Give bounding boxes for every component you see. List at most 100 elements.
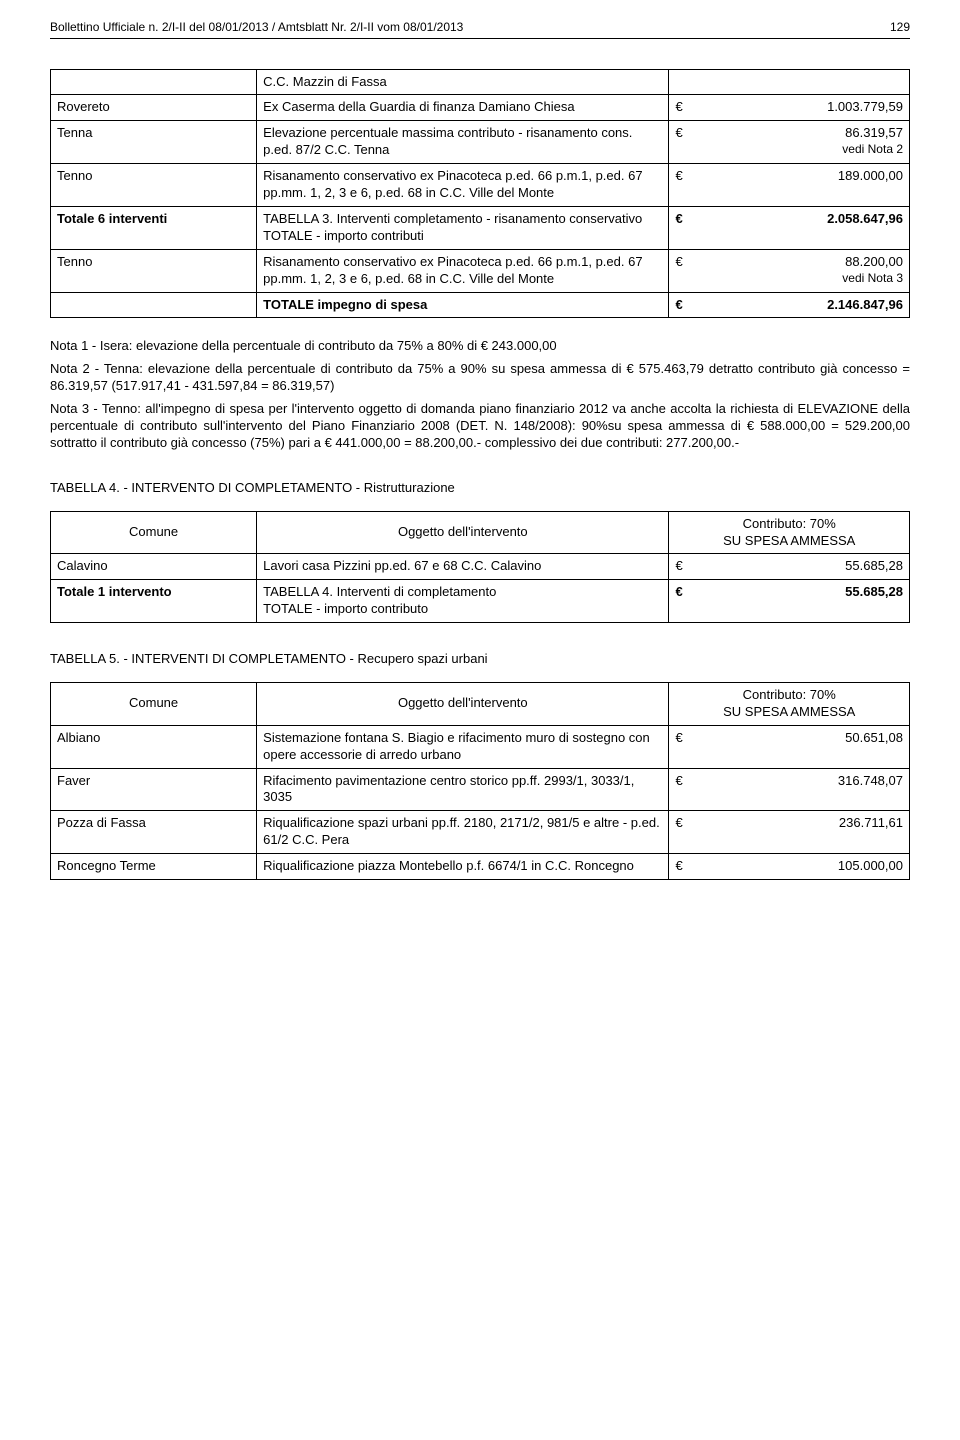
cell-amount: €55.685,28	[669, 580, 910, 623]
note-2: Nota 2 - Tenna: elevazione della percent…	[50, 361, 910, 395]
amount-value: 2.146.847,96	[827, 297, 903, 314]
cell-comune: Calavino	[51, 554, 257, 580]
amount-value: 88.200,00	[845, 254, 903, 271]
cell-comune: Rovereto	[51, 95, 257, 121]
cell-oggetto: Risanamento conservativo ex Pinacoteca p…	[257, 164, 669, 207]
amount-value: 105.000,00	[838, 858, 903, 875]
cell-amount: €2.058.647,96	[669, 206, 910, 249]
euro-symbol: €	[675, 297, 682, 314]
header-left: Bollettino Ufficiale n. 2/I-II del 08/01…	[50, 20, 463, 36]
cell-comune: Totale 1 intervento	[51, 580, 257, 623]
euro-symbol: €	[675, 815, 682, 832]
cell-oggetto: Ex Caserma della Guardia di finanza Dami…	[257, 95, 669, 121]
table-header-row: Comune Oggetto dell'intervento Contribut…	[51, 682, 910, 725]
cell-comune: Albiano	[51, 725, 257, 768]
page-header: Bollettino Ufficiale n. 2/I-II del 08/01…	[50, 20, 910, 39]
th-contributo-line2: SU SPESA AMMESSA	[723, 704, 855, 719]
note-3: Nota 3 - Tenno: all'impegno di spesa per…	[50, 401, 910, 452]
cell-oggetto: Elevazione percentuale massima contribut…	[257, 121, 669, 164]
amount-value: 189.000,00	[838, 168, 903, 185]
cell-oggetto: Lavori casa Pizzini pp.ed. 67 e 68 C.C. …	[257, 554, 669, 580]
cell-comune: Pozza di Fassa	[51, 811, 257, 854]
amount-value: 55.685,28	[845, 584, 903, 601]
note-1: Nota 1 - Isera: elevazione della percent…	[50, 338, 910, 355]
cell-comune: Roncegno Terme	[51, 854, 257, 880]
amount-value: 2.058.647,96	[827, 211, 903, 228]
table-row: C.C. Mazzin di Fassa	[51, 69, 910, 95]
table-row: RoveretoEx Caserma della Guardia di fina…	[51, 95, 910, 121]
cell-comune: Tenna	[51, 121, 257, 164]
euro-symbol: €	[675, 558, 682, 575]
table-row: Pozza di FassaRiqualificazione spazi urb…	[51, 811, 910, 854]
amount-value: 55.685,28	[845, 558, 903, 575]
table-row: CalavinoLavori casa Pizzini pp.ed. 67 e …	[51, 554, 910, 580]
table-row: AlbianoSistemazione fontana S. Biagio e …	[51, 725, 910, 768]
euro-symbol: €	[675, 858, 682, 875]
cell-amount: €55.685,28	[669, 554, 910, 580]
th-comune: Comune	[51, 682, 257, 725]
cell-amount: €50.651,08	[669, 725, 910, 768]
euro-symbol: €	[675, 211, 682, 228]
cell-oggetto: Riqualificazione piazza Montebello p.f. …	[257, 854, 669, 880]
amount-value: 86.319,57	[845, 125, 903, 142]
cell-oggetto: C.C. Mazzin di Fassa	[257, 69, 669, 95]
cell-comune: Tenno	[51, 164, 257, 207]
cell-comune: Tenno	[51, 249, 257, 292]
euro-symbol: €	[675, 254, 682, 271]
cell-oggetto: Risanamento conservativo ex Pinacoteca p…	[257, 249, 669, 292]
cell-oggetto: Sistemazione fontana S. Biagio e rifacim…	[257, 725, 669, 768]
euro-symbol: €	[675, 99, 682, 116]
cell-comune	[51, 292, 257, 318]
cell-amount: €105.000,00	[669, 854, 910, 880]
table-3-continuation: C.C. Mazzin di FassaRoveretoEx Caserma d…	[50, 69, 910, 319]
cell-amount: €2.146.847,96	[669, 292, 910, 318]
table-row: Roncegno TermeRiqualificazione piazza Mo…	[51, 854, 910, 880]
table-row: TennoRisanamento conservativo ex Pinacot…	[51, 164, 910, 207]
euro-symbol: €	[675, 168, 682, 185]
cell-oggetto: Riqualificazione spazi urbani pp.ff. 218…	[257, 811, 669, 854]
euro-symbol: €	[675, 730, 682, 747]
table-4: Comune Oggetto dell'intervento Contribut…	[50, 511, 910, 623]
table-row: TennaElevazione percentuale massima cont…	[51, 121, 910, 164]
amount-note: vedi Nota 2	[675, 142, 903, 158]
th-contributo-line1: Contributo: 70%	[743, 516, 836, 531]
table-row: TOTALE impegno di spesa€2.146.847,96	[51, 292, 910, 318]
cell-comune: Faver	[51, 768, 257, 811]
euro-symbol: €	[675, 773, 682, 790]
cell-oggetto: TOTALE impegno di spesa	[257, 292, 669, 318]
cell-amount: €86.319,57vedi Nota 2	[669, 121, 910, 164]
euro-symbol: €	[675, 584, 682, 601]
table4-title: TABELLA 4. - INTERVENTO DI COMPLETAMENTO…	[50, 480, 910, 497]
th-contributo-line1: Contributo: 70%	[743, 687, 836, 702]
cell-amount: €236.711,61	[669, 811, 910, 854]
cell-oggetto: Rifacimento pavimentazione centro storic…	[257, 768, 669, 811]
th-contributo: Contributo: 70% SU SPESA AMMESSA	[669, 682, 910, 725]
amount-value: 236.711,61	[839, 815, 903, 832]
amount-value: 50.651,08	[845, 730, 903, 747]
cell-comune	[51, 69, 257, 95]
th-oggetto: Oggetto dell'intervento	[257, 511, 669, 554]
table-row: FaverRifacimento pavimentazione centro s…	[51, 768, 910, 811]
th-contributo: Contributo: 70% SU SPESA AMMESSA	[669, 511, 910, 554]
cell-amount: €88.200,00vedi Nota 3	[669, 249, 910, 292]
amount-value: 1.003.779,59	[827, 99, 903, 116]
th-comune: Comune	[51, 511, 257, 554]
cell-amount: €189.000,00	[669, 164, 910, 207]
cell-amount: €1.003.779,59	[669, 95, 910, 121]
table-row: Totale 6 interventiTABELLA 3. Interventi…	[51, 206, 910, 249]
cell-oggetto: TABELLA 3. Interventi completamento - ri…	[257, 206, 669, 249]
cell-amount	[669, 69, 910, 95]
th-contributo-line2: SU SPESA AMMESSA	[723, 533, 855, 548]
cell-comune: Totale 6 interventi	[51, 206, 257, 249]
table-header-row: Comune Oggetto dell'intervento Contribut…	[51, 511, 910, 554]
th-oggetto: Oggetto dell'intervento	[257, 682, 669, 725]
header-page-number: 129	[890, 20, 910, 36]
table-row: TennoRisanamento conservativo ex Pinacot…	[51, 249, 910, 292]
amount-value: 316.748,07	[838, 773, 903, 790]
table-5: Comune Oggetto dell'intervento Contribut…	[50, 682, 910, 880]
euro-symbol: €	[675, 125, 682, 142]
amount-note: vedi Nota 3	[675, 271, 903, 287]
notes-block: Nota 1 - Isera: elevazione della percent…	[50, 338, 910, 451]
cell-amount: €316.748,07	[669, 768, 910, 811]
cell-oggetto: TABELLA 4. Interventi di completamento T…	[257, 580, 669, 623]
